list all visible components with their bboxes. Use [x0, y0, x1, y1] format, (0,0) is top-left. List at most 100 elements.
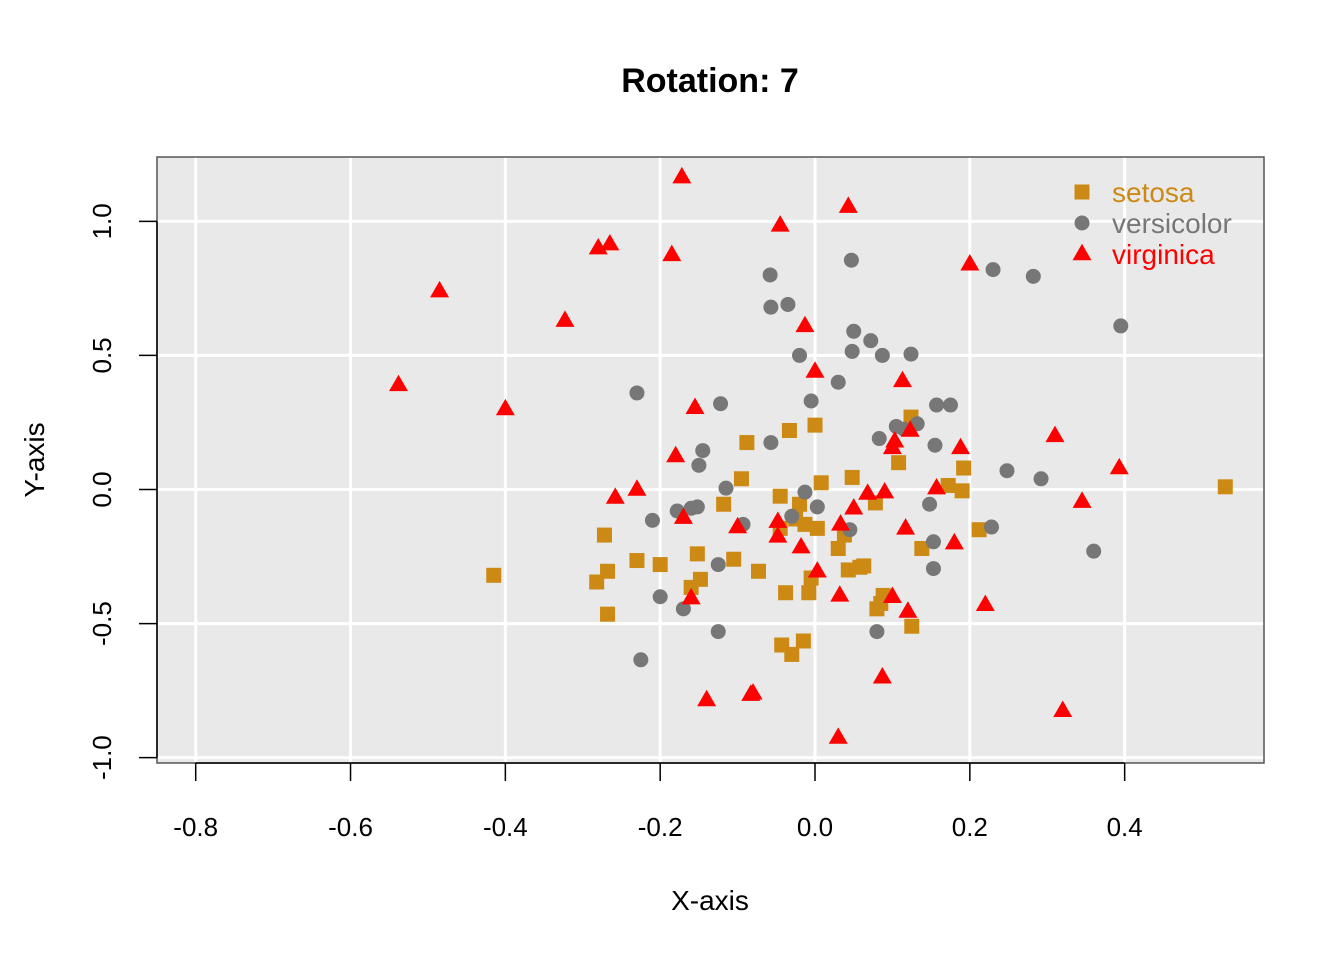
virginica-point	[807, 561, 827, 578]
versicolor-point	[633, 652, 649, 668]
plot-background	[157, 157, 1264, 763]
setosa-point	[629, 553, 645, 569]
legend-label: virginica	[1112, 239, 1215, 270]
x-axis: -0.8 -0.6 -0.4 -0.2 0.0 0.2 0.4	[173, 762, 1143, 842]
versicolor-point	[863, 333, 879, 349]
virginica-point	[697, 689, 717, 707]
setosa-point	[971, 522, 987, 538]
setosa-point	[652, 557, 668, 573]
virginica-point	[795, 315, 815, 333]
setosa-point	[772, 488, 788, 504]
setosa-point	[813, 475, 829, 491]
versicolor-point	[792, 347, 808, 363]
x-tick-label: 0.2	[952, 812, 988, 842]
versicolor-point	[762, 267, 778, 283]
setosa-point	[956, 460, 972, 476]
legend-label: versicolor	[1112, 208, 1232, 239]
virginica-point	[672, 166, 692, 184]
virginica-point	[662, 244, 682, 262]
series-setosa	[486, 409, 1233, 662]
setosa-point	[891, 455, 907, 471]
legend-square-icon	[1074, 184, 1090, 200]
versicolor-point	[784, 508, 800, 524]
virginica-point	[770, 215, 790, 232]
versicolor-point	[999, 463, 1015, 479]
versicolor-point	[710, 557, 726, 573]
versicolor-point	[689, 499, 705, 515]
x-tick-label: 0.4	[1107, 812, 1143, 842]
versicolor-point	[925, 534, 941, 550]
versicolor-point	[710, 624, 726, 640]
setosa-point	[739, 435, 755, 451]
versicolor-point	[846, 323, 862, 339]
setosa-point	[726, 551, 742, 567]
versicolor-point	[763, 435, 779, 451]
setosa-point	[809, 520, 825, 536]
versicolor-point	[797, 484, 813, 500]
setosa-point	[830, 540, 846, 556]
versicolor-point	[644, 512, 660, 528]
setosa-point	[840, 562, 856, 578]
virginica-point	[882, 586, 902, 604]
legend-item-virginica: virginica	[1072, 239, 1215, 270]
y-axis-label: Y-axis	[19, 422, 50, 497]
versicolor-point	[713, 396, 729, 412]
versicolor-point	[844, 343, 860, 359]
virginica-point	[791, 536, 811, 554]
versicolor-point	[1086, 543, 1102, 559]
x-tick-label: -0.4	[483, 812, 528, 842]
setosa-point	[792, 496, 808, 512]
setosa-point	[781, 423, 797, 439]
versicolor-point	[695, 443, 711, 459]
chart-title: Rotation: 7	[621, 62, 799, 100]
series-versicolor	[629, 252, 1129, 668]
setosa-point	[600, 563, 616, 579]
versicolor-point	[652, 589, 668, 605]
legend-circle-icon	[1074, 215, 1090, 231]
versicolor-point	[984, 519, 1000, 535]
virginica-point	[666, 445, 686, 463]
virginica-point	[844, 498, 864, 515]
setosa-point	[486, 567, 502, 583]
versicolor-point	[942, 397, 958, 413]
virginica-point	[681, 587, 701, 605]
virginica-point	[830, 585, 850, 602]
setosa-point	[689, 546, 705, 562]
setosa-point	[784, 646, 800, 662]
legend-label: setosa	[1112, 177, 1195, 208]
x-axis-label: X-axis	[671, 885, 749, 916]
setosa-point	[807, 417, 823, 433]
virginica-point	[1109, 457, 1129, 475]
versicolor-point	[929, 397, 945, 413]
versicolor-point	[691, 457, 707, 473]
versicolor-point	[843, 252, 859, 268]
virginica-point	[975, 594, 995, 612]
setosa-point	[801, 585, 817, 601]
x-tick-label: -0.8	[173, 812, 218, 842]
legend-item-setosa: setosa	[1074, 177, 1195, 208]
virginica-point	[389, 374, 409, 392]
versicolor-point	[869, 624, 885, 640]
versicolor-point	[803, 393, 819, 409]
setosa-point	[1217, 479, 1233, 495]
versicolor-point	[927, 437, 943, 453]
virginica-point	[885, 431, 905, 448]
virginica-point	[430, 280, 450, 298]
virginica-point	[627, 479, 647, 496]
virginica-point	[831, 514, 851, 531]
x-tick-label: -0.6	[328, 812, 373, 842]
setosa-point	[844, 469, 860, 485]
virginica-point	[1045, 425, 1065, 443]
virginica-point	[858, 483, 878, 500]
setosa-point	[954, 483, 970, 499]
y-tick-label: 0.0	[87, 471, 117, 507]
versicolor-point	[675, 601, 691, 617]
virginica-point	[944, 532, 964, 550]
versicolor-point	[809, 499, 825, 515]
virginica-point	[728, 516, 748, 534]
versicolor-point	[718, 480, 734, 496]
virginica-point	[828, 727, 848, 744]
virginica-point	[768, 526, 788, 543]
virginica-point	[838, 196, 858, 213]
y-tick-label: 1.0	[87, 203, 117, 239]
